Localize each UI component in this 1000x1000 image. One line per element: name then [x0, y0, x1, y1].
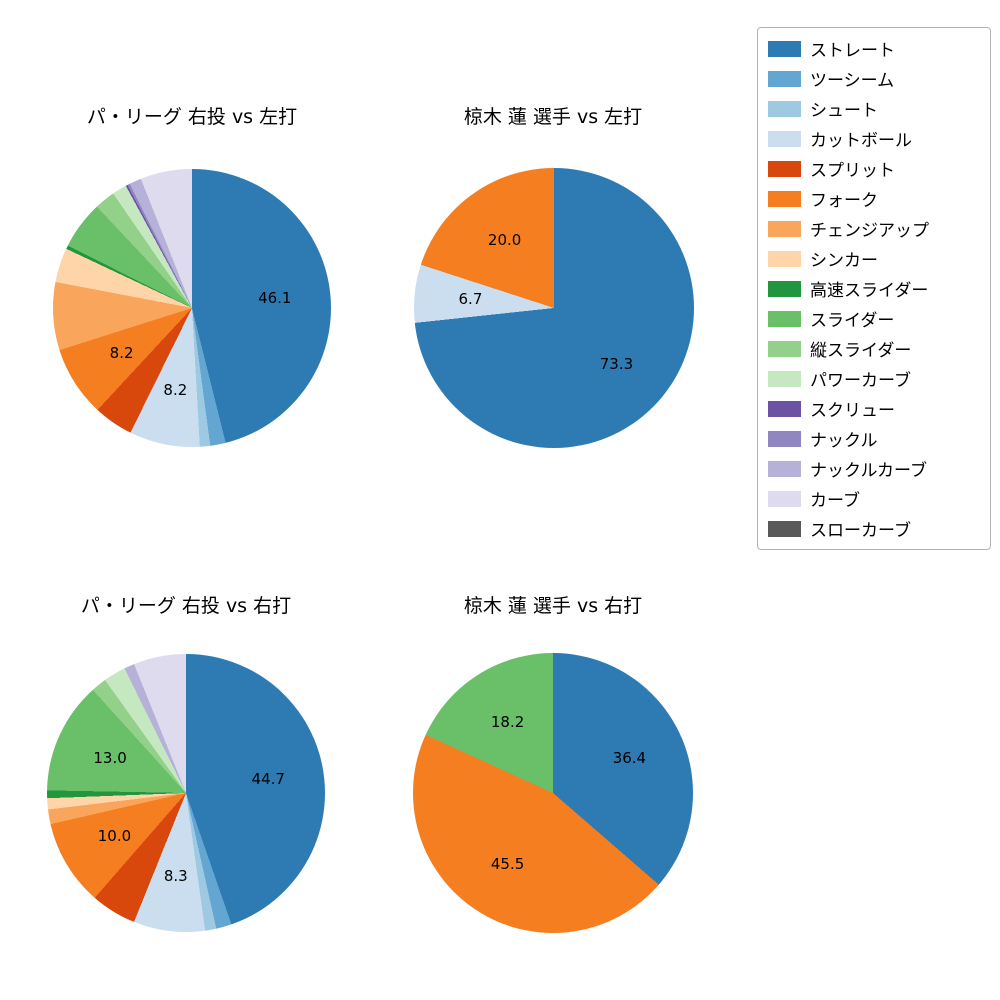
pie-percent-label: 45.5 — [490, 854, 525, 873]
chart-title-mukunoki-vs-right: 椋木 蓮 選手 vs 右打 — [463, 595, 643, 617]
legend-item: シュート — [768, 97, 980, 121]
chart-title-pa-league-vs-left: パ・リーグ 右投 vs 左打 — [86, 106, 298, 128]
legend-swatch — [768, 190, 801, 207]
legend-swatch — [768, 250, 801, 267]
legend-item: チェンジアップ — [768, 217, 980, 241]
legend-label: シンカー — [810, 251, 878, 271]
legend-item: フォーク — [768, 187, 980, 211]
pie-chart-pa-league-vs-right: 44.7 8.3 10.0 13.0 — [47, 654, 325, 932]
pie-percent-label: 10.0 — [97, 826, 132, 845]
pie-chart-mukunoki-vs-left: 73.3 6.7 20.0 — [414, 168, 694, 448]
legend-item: 縦スライダー — [768, 337, 980, 361]
legend-label: スプリット — [810, 161, 895, 181]
pie-percent-label: 8.3 — [163, 866, 188, 885]
legend-label: 高速スライダー — [810, 281, 929, 301]
legend-swatch — [768, 430, 801, 447]
legend-label: スクリュー — [810, 401, 895, 421]
legend-label: カーブ — [810, 491, 860, 511]
legend-swatch — [768, 340, 801, 357]
legend-label: ナックルカーブ — [810, 461, 927, 481]
legend-label: チェンジアップ — [810, 221, 929, 241]
legend-swatch — [768, 280, 801, 297]
legend-item: スプリット — [768, 157, 980, 181]
pie-percent-label: 6.7 — [458, 290, 483, 309]
pie-percent-label: 46.1 — [258, 288, 292, 307]
legend-item: ツーシーム — [768, 67, 980, 91]
legend-item: ナックル — [768, 427, 980, 451]
legend-item: シンカー — [768, 247, 980, 271]
legend-swatch — [768, 520, 801, 537]
pie-percent-label: 13.0 — [93, 749, 127, 768]
pie-percent-label: 8.2 — [109, 343, 134, 362]
chart-title-pa-league-vs-right: パ・リーグ 右投 vs 右打 — [80, 595, 292, 617]
pie-percent-label: 20.0 — [487, 231, 522, 250]
legend-swatch — [768, 220, 801, 237]
legend-swatch — [768, 100, 801, 117]
legend-item: スクリュー — [768, 397, 980, 421]
pie-chart-pa-league-vs-left: 46.1 8.2 8.2 — [53, 169, 331, 447]
legend-label: シュート — [810, 101, 878, 121]
legend-item: スライダー — [768, 307, 980, 331]
legend-label: ナックル — [810, 431, 878, 451]
pie-percent-label: 36.4 — [612, 749, 647, 768]
pie-chart-mukunoki-vs-right: 36.4 45.5 18.2 — [413, 653, 693, 933]
legend-swatch — [768, 160, 801, 177]
legend-item: スローカーブ — [768, 517, 980, 541]
pie-percent-label: 18.2 — [490, 713, 525, 732]
pie-percent-label: 44.7 — [251, 770, 285, 789]
legend-swatch — [768, 70, 801, 87]
legend-swatch — [768, 370, 801, 387]
legend-label: スローカーブ — [810, 521, 911, 541]
legend-swatch — [768, 400, 801, 417]
legend-label: パワーカーブ — [810, 371, 911, 391]
legend-item: カーブ — [768, 487, 980, 511]
legend: ストレートツーシームシュートカットボール スプリットフォークチェンジアップ シンカー… — [757, 27, 991, 550]
legend-label: 縦スライダー — [810, 341, 912, 361]
legend-item: ナックルカーブ — [768, 457, 980, 481]
legend-label: フォーク — [810, 191, 878, 211]
chart-title-mukunoki-vs-left: 椋木 蓮 選手 vs 左打 — [463, 106, 643, 128]
legend-label: カットボール — [810, 131, 912, 151]
legend-swatch — [768, 490, 801, 507]
legend-swatch — [768, 130, 801, 147]
legend-item: パワーカーブ — [768, 367, 980, 391]
legend-swatch — [768, 310, 801, 327]
pie-percent-label: 73.3 — [599, 355, 634, 374]
legend-swatch — [768, 460, 801, 477]
legend-swatch — [768, 40, 801, 57]
legend-label: ツーシーム — [810, 71, 895, 91]
legend-item: 高速スライダー — [768, 277, 980, 301]
legend-item: ストレート — [768, 37, 980, 61]
pie-percent-label: 8.2 — [163, 380, 188, 399]
legend-label: ストレート — [810, 41, 895, 61]
legend-label: スライダー — [810, 311, 895, 331]
legend-item: カットボール — [768, 127, 980, 151]
